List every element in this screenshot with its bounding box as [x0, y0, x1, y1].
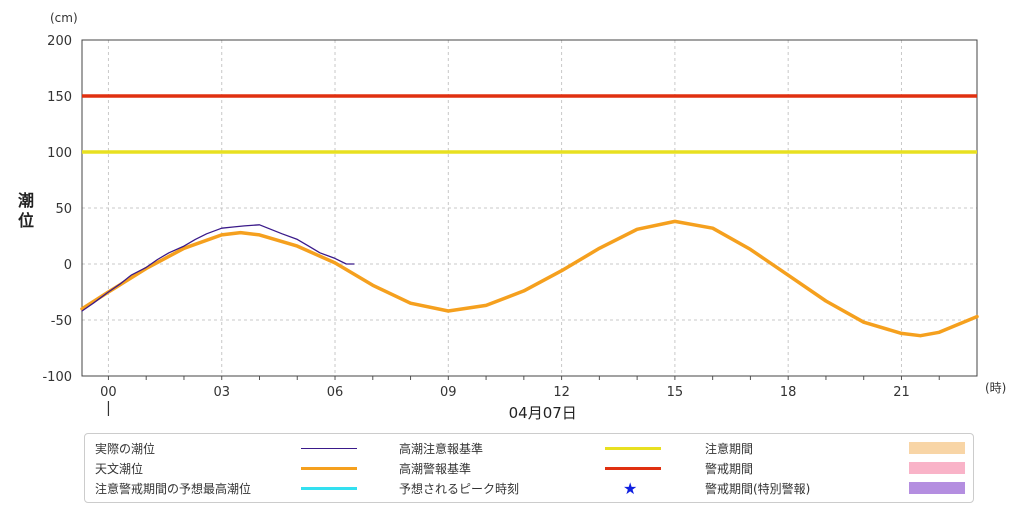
- x-tick-label: 06: [327, 385, 344, 400]
- tide-chart: -100 -50 0 50 100 150 200 00 03 06 09 12 15 18 21 (cm) (…: [18, 11, 1006, 422]
- legend-swatch-special-warning-period: [909, 482, 965, 494]
- y-tick-label: 200: [47, 34, 72, 49]
- actual-tide-line: [81, 224, 355, 312]
- y-tick-label: -100: [42, 370, 72, 385]
- x-tick-label: 15: [667, 385, 684, 400]
- legend-label: 注意警戒期間の予想最高潮位: [95, 481, 252, 496]
- legend-item-actual-tide: 実際の潮位: [95, 438, 155, 458]
- legend-swatch-advisory-level: [605, 447, 661, 450]
- legend-label: 実際の潮位: [95, 441, 156, 456]
- legend-swatch-warning-period: [909, 462, 965, 474]
- legend-item-peak-time: 予想されるピーク時刻: [399, 478, 519, 498]
- y-tick-label: -50: [51, 314, 72, 329]
- x-tick-label: 12: [553, 385, 570, 400]
- star-icon: ★: [623, 479, 638, 498]
- legend-swatch-astronomical-tide: [301, 467, 357, 470]
- y-unit-label: (cm): [50, 11, 78, 25]
- y-tick-label: 100: [47, 146, 72, 161]
- legend-swatch-actual-tide: [301, 448, 357, 449]
- legend-item-astronomical-tide: 天文潮位: [95, 458, 143, 478]
- legend: 実際の潮位 天文潮位 注意警戒期間の予想最高潮位 高潮注意報基準 高潮警報基準 …: [84, 433, 974, 503]
- x-unit-label: (時): [985, 381, 1006, 395]
- legend-label: 高潮注意報基準: [399, 441, 484, 456]
- y-tick-label: 50: [55, 202, 72, 217]
- x-tick-label: 03: [213, 385, 230, 400]
- legend-label: 高潮警報基準: [399, 461, 472, 476]
- legend-swatch-advisory-period: [909, 442, 965, 454]
- legend-item-advisory-level: 高潮注意報基準: [399, 438, 483, 458]
- plot-frame: [81, 39, 978, 377]
- chart-svg: -100 -50 0 50 100 150 200 00 03 06 09 12 15 18 21 (cm) (…: [18, 11, 1006, 422]
- y-tick-label: 150: [47, 90, 72, 105]
- x-tick-label: 18: [780, 385, 797, 400]
- legend-item-warning-level: 高潮警報基準: [399, 458, 471, 478]
- astronomical-tide-line: [80, 219, 979, 338]
- legend-label: 注意期間: [705, 441, 754, 456]
- x-tick-label: 00: [100, 385, 117, 400]
- legend-swatch-forecast-max: [301, 487, 357, 490]
- legend-item-forecast-max: 注意警戒期間の予想最高潮位: [95, 478, 251, 498]
- legend-label: 警戒期間: [705, 461, 754, 476]
- legend-swatch-warning-level: [605, 467, 661, 470]
- legend-label: 警戒期間(特別警報): [705, 481, 811, 496]
- y-tick-label: 0: [64, 258, 72, 273]
- legend-item-special-warning-period: 警戒期間(特別警報): [705, 478, 810, 498]
- y-axis-title-char: 潮: [18, 191, 34, 210]
- legend-label: 予想されるピーク時刻: [399, 481, 520, 496]
- x-tick-label: 09: [440, 385, 457, 400]
- legend-item-warning-period: 警戒期間: [705, 458, 753, 478]
- x-tick-label: 21: [893, 385, 910, 400]
- date-label: 04月07日: [509, 404, 577, 422]
- legend-label: 天文潮位: [95, 461, 144, 476]
- legend-item-advisory-period: 注意期間: [705, 438, 753, 458]
- y-axis-title-char: 位: [18, 211, 34, 230]
